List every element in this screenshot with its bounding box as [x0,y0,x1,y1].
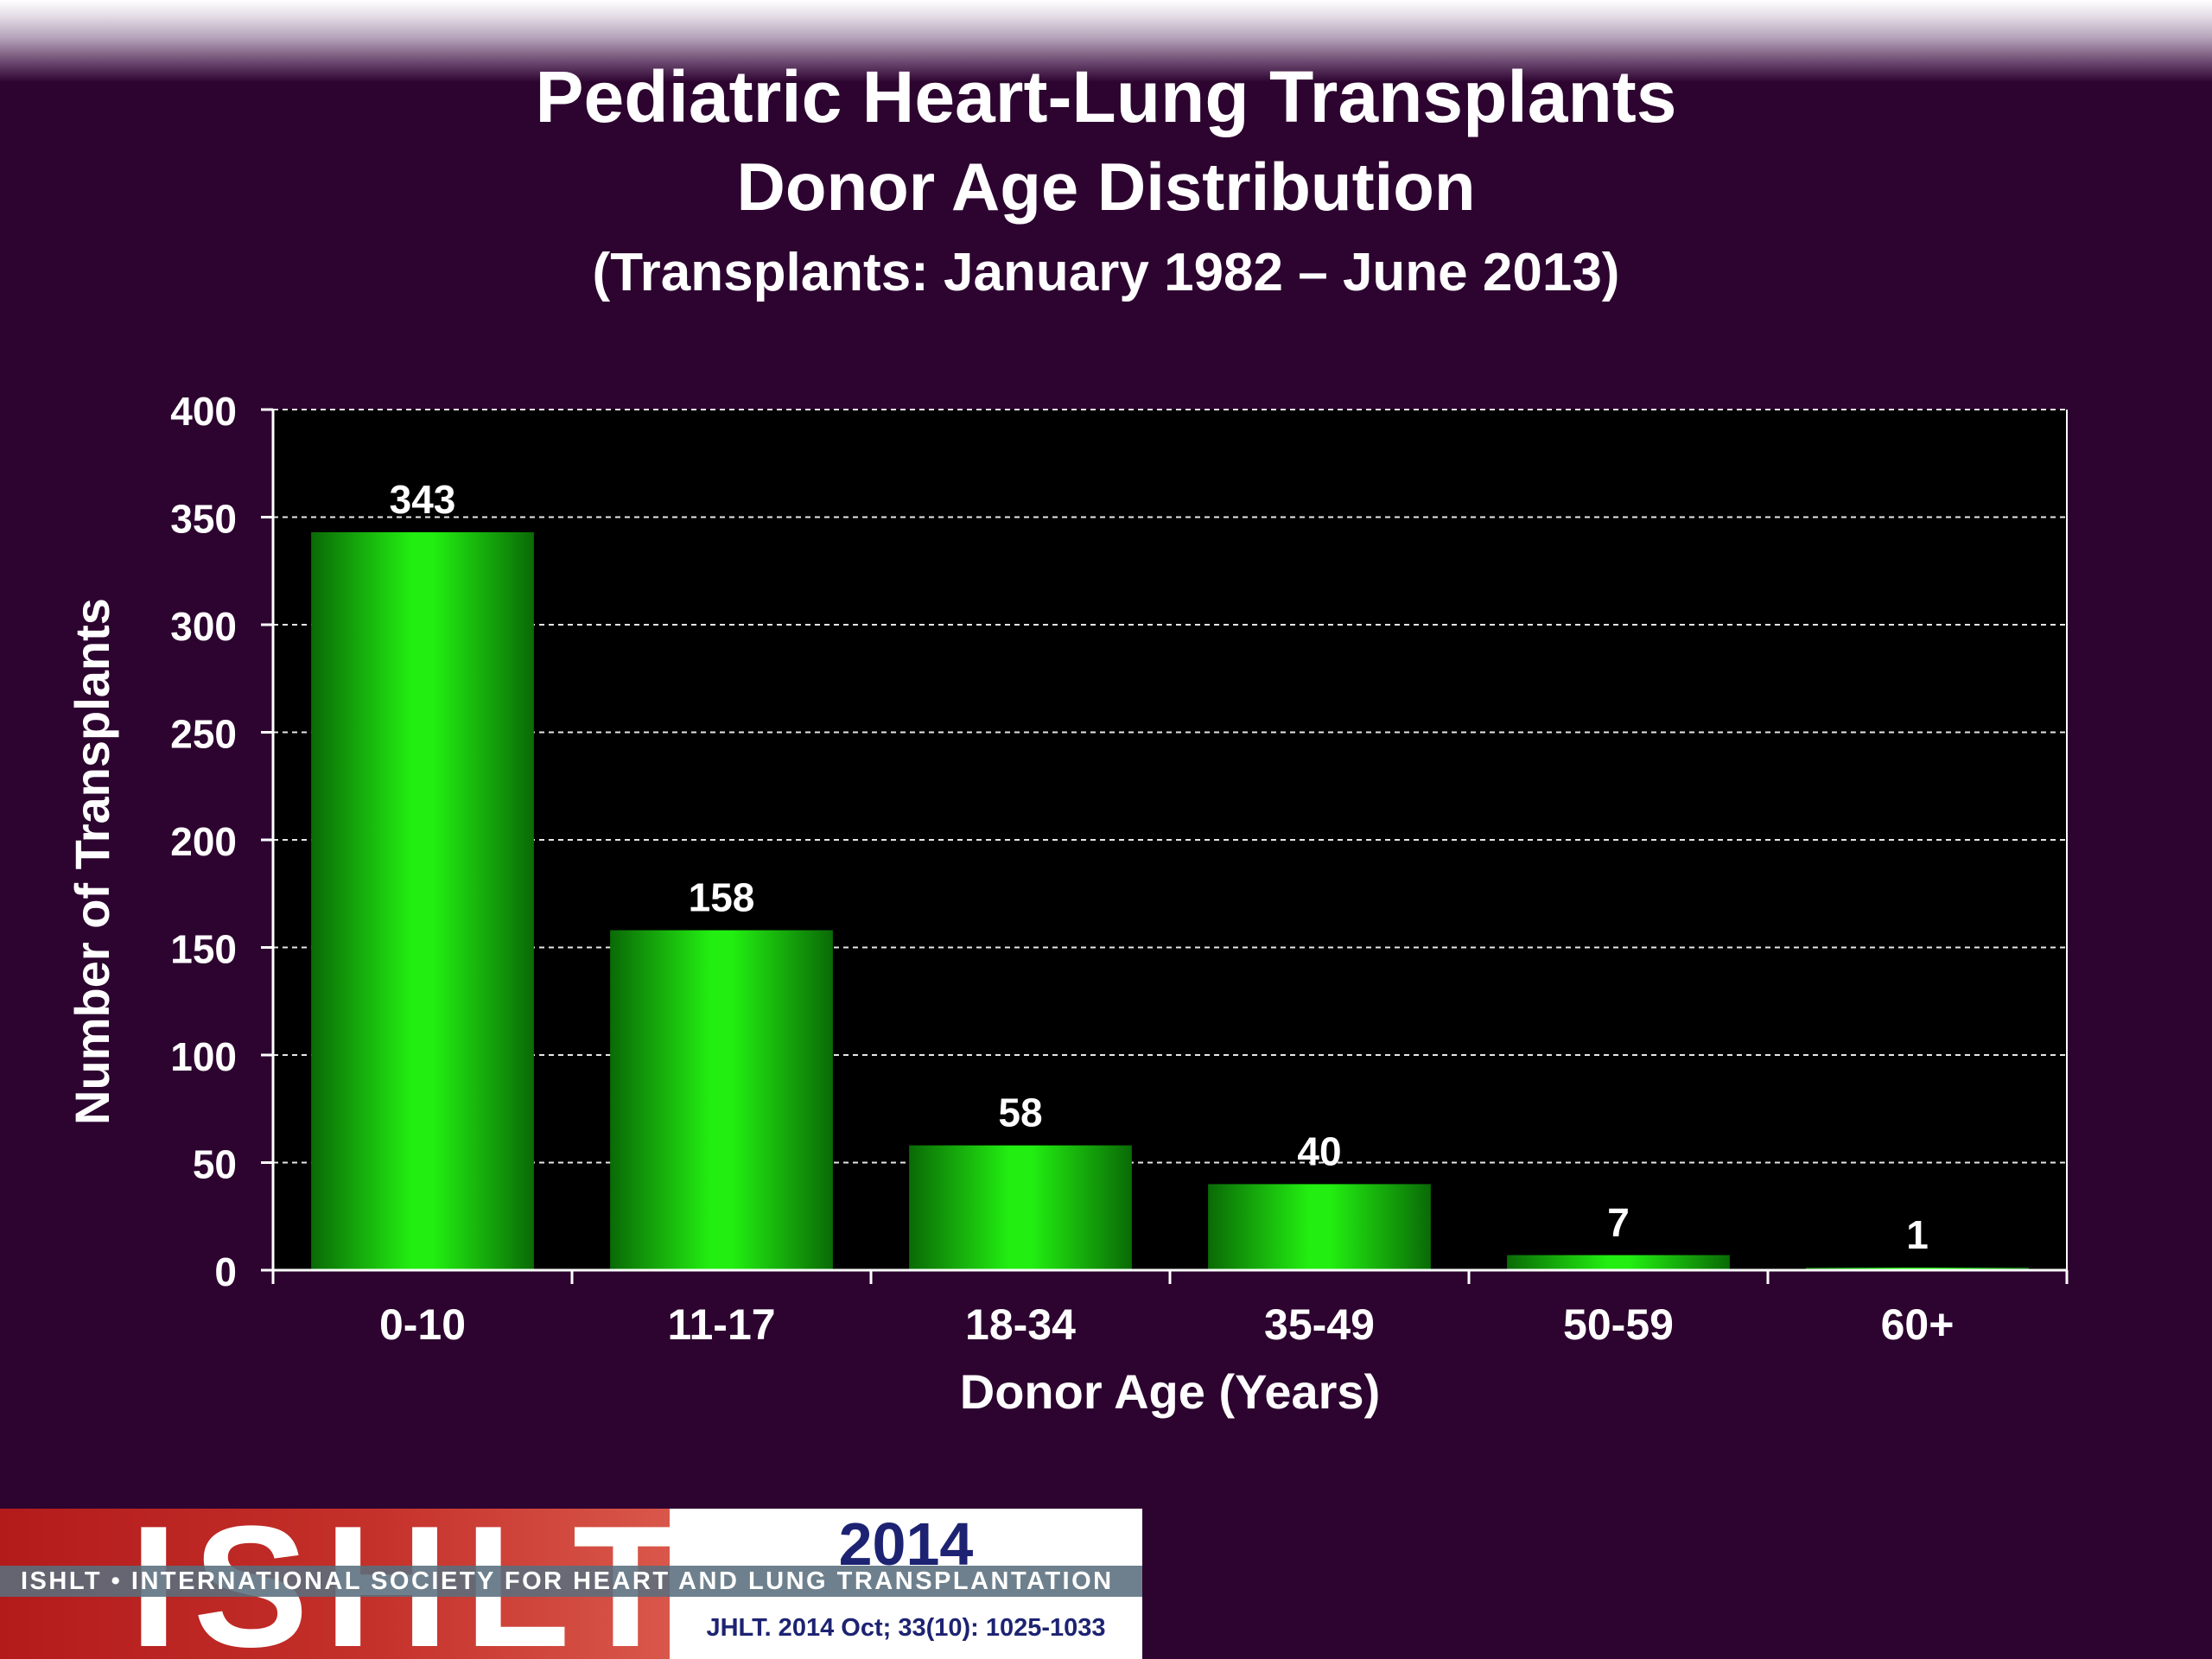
gridlines [273,409,2067,1164]
x-tick-label: 18-34 [965,1300,1076,1349]
chart-title: Pediatric Heart-Lung Transplants [535,56,1677,137]
axes: 0 50 100 150 200 250 300 350 400 0-10 11-17 18-34 35… [170,389,2069,1349]
footer-banner: ISHLT 2014 ISHLT • INTERNATIONAL SOCIETY… [0,1509,1142,1659]
data-label-0-10: 343 [390,477,456,522]
title-block: Pediatric Heart-Lung Transplants Donor A… [0,52,2212,315]
bar-11-17 [610,930,833,1270]
y-tick-label: 400 [170,389,237,434]
bar-18-34 [909,1145,1132,1270]
x-axis-title: Donor Age (Years) [960,1364,1380,1419]
bar-35-49 [1208,1184,1431,1270]
y-tick-label: 350 [170,497,237,542]
y-tick-label: 300 [170,604,237,649]
y-axis-title: Number of Transplants [65,598,119,1125]
data-label-18-34: 58 [998,1090,1042,1135]
x-tick-label: 0-10 [379,1300,466,1349]
society-band [0,1566,1142,1597]
y-tick-label: 0 [214,1249,237,1294]
data-label-35-49: 40 [1297,1128,1341,1173]
data-label-11-17: 158 [689,875,755,920]
x-tick-label: 35-49 [1264,1300,1375,1349]
data-label-60+: 1 [1906,1212,1929,1257]
chart-period: (Transplants: January 1982 – June 2013) [592,243,1620,302]
journal-citation: JHLT. 2014 Oct; 33(10): 1025-1033 [706,1614,1106,1642]
chart-subtitle: Donor Age Distribution [736,149,1476,225]
bars [311,531,2029,1270]
x-tick-label: 50-59 [1563,1300,1674,1349]
society-name: ISHLT • INTERNATIONAL SOCIETY FOR HEART … [21,1567,1114,1595]
y-tick-label: 50 [193,1142,237,1187]
data-labels: 343 158 58 40 7 1 [390,477,1929,1257]
y-tick-label: 100 [170,1034,237,1079]
data-label-50-59: 7 [1607,1200,1630,1245]
top-gradient-band [0,0,2212,82]
x-tick-label: 60+ [1881,1300,1955,1349]
bar-chart: 343 158 58 40 7 1 0 50 100 150 200 250 300 350 400 0-1… [65,389,2069,1419]
x-tick-label: 11-17 [667,1300,775,1349]
y-tick-label: 150 [170,927,237,972]
bar-50-59 [1507,1255,1730,1270]
bar-0-10 [311,531,534,1270]
y-tick-label: 200 [170,819,237,864]
y-tick-label: 250 [170,712,237,757]
